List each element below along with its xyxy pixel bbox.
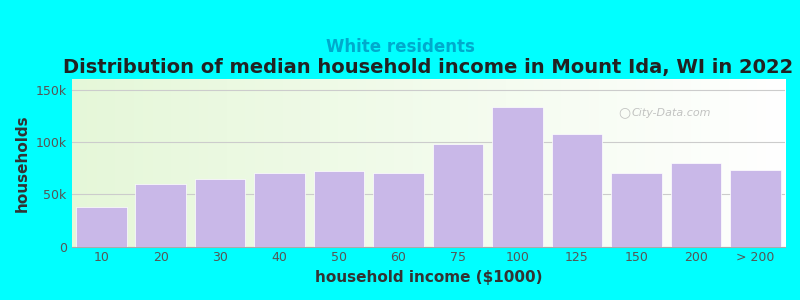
Bar: [670, 163, 721, 247]
Bar: [195, 178, 246, 247]
Bar: [135, 184, 186, 247]
X-axis label: household income ($1000): household income ($1000): [314, 270, 542, 285]
Bar: [492, 107, 542, 247]
Text: City-Data.com: City-Data.com: [631, 108, 710, 118]
Title: Distribution of median household income in Mount Ida, WI in 2022: Distribution of median household income …: [63, 58, 794, 77]
Bar: [433, 144, 483, 247]
Bar: [552, 134, 602, 247]
Text: ○: ○: [618, 106, 630, 120]
Bar: [730, 170, 781, 247]
Bar: [76, 207, 126, 247]
Bar: [374, 173, 424, 247]
Bar: [314, 171, 364, 247]
Y-axis label: households: households: [15, 114, 30, 212]
Bar: [611, 173, 662, 247]
Bar: [254, 173, 305, 247]
Text: White residents: White residents: [326, 38, 474, 56]
